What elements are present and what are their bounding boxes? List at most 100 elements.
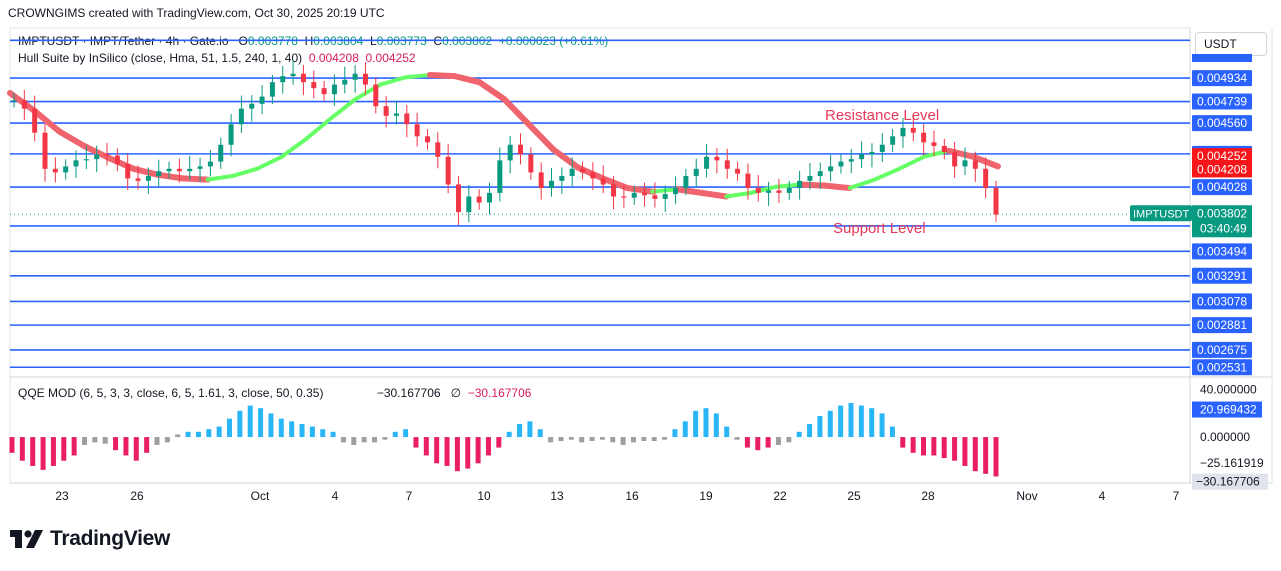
candle[interactable]	[528, 147, 534, 180]
candle[interactable]	[735, 161, 741, 181]
candle[interactable]	[704, 143, 710, 178]
candle[interactable]	[207, 150, 213, 177]
candle[interactable]	[156, 159, 162, 187]
candle[interactable]	[300, 65, 306, 96]
candle[interactable]	[269, 74, 275, 104]
candle[interactable]	[786, 180, 792, 201]
candle[interactable]	[993, 180, 999, 222]
candle[interactable]	[900, 117, 906, 148]
candle[interactable]	[910, 114, 916, 142]
candle[interactable]	[94, 145, 100, 173]
hull-name[interactable]: Hull Suite by InSilico (close, Hma, 51, …	[18, 51, 303, 65]
candle[interactable]	[952, 141, 958, 178]
candle[interactable]	[373, 77, 379, 114]
candle[interactable]	[931, 130, 937, 157]
candle[interactable]	[331, 74, 337, 106]
candle[interactable]	[383, 96, 389, 128]
candle[interactable]	[104, 142, 110, 166]
candle[interactable]	[859, 141, 865, 168]
candle[interactable]	[962, 147, 968, 176]
candle[interactable]	[714, 148, 720, 174]
candle[interactable]	[52, 157, 58, 183]
candle[interactable]	[817, 162, 823, 190]
candle[interactable]	[807, 163, 813, 190]
candle[interactable]	[280, 66, 286, 94]
candle[interactable]	[569, 157, 575, 187]
candle[interactable]	[766, 181, 772, 206]
candle[interactable]	[486, 182, 492, 215]
candle[interactable]	[611, 175, 617, 210]
candle[interactable]	[342, 66, 348, 94]
candle[interactable]	[972, 151, 978, 182]
candle[interactable]	[590, 162, 596, 190]
candle[interactable]	[497, 147, 503, 202]
candle[interactable]	[166, 161, 172, 179]
candle[interactable]	[538, 162, 544, 200]
candle[interactable]	[466, 184, 472, 223]
candle[interactable]	[218, 137, 224, 169]
candle[interactable]	[828, 154, 834, 182]
candle[interactable]	[559, 167, 565, 194]
candle[interactable]	[311, 70, 317, 99]
candle[interactable]	[600, 165, 606, 194]
candle[interactable]	[642, 182, 648, 207]
candle[interactable]	[745, 163, 751, 200]
candle[interactable]	[890, 129, 896, 152]
candle[interactable]	[507, 136, 513, 174]
candle[interactable]	[404, 104, 410, 138]
candle[interactable]	[848, 149, 854, 174]
candle[interactable]	[228, 114, 234, 157]
candle[interactable]	[549, 167, 555, 197]
candle[interactable]	[776, 178, 782, 203]
candle[interactable]	[42, 124, 48, 182]
candle[interactable]	[476, 189, 482, 210]
candle[interactable]	[631, 185, 637, 205]
candle[interactable]	[393, 100, 399, 125]
candle[interactable]	[362, 62, 368, 95]
qqe-name[interactable]: QQE MOD (6, 5, 3, 3, close, 6, 5, 1.61, …	[18, 386, 324, 400]
candle[interactable]	[73, 150, 79, 178]
candle[interactable]	[755, 175, 761, 202]
candle[interactable]	[176, 158, 182, 183]
candle[interactable]	[445, 143, 451, 194]
candle[interactable]	[135, 165, 141, 190]
candle[interactable]	[435, 132, 441, 169]
candle[interactable]	[21, 90, 27, 121]
candle[interactable]	[290, 60, 296, 85]
candle[interactable]	[259, 85, 265, 114]
candle[interactable]	[11, 92, 17, 108]
candle[interactable]	[321, 80, 327, 102]
candle[interactable]	[869, 143, 875, 168]
candle[interactable]	[238, 95, 244, 133]
candle[interactable]	[683, 168, 689, 196]
candle[interactable]	[693, 158, 699, 188]
candle[interactable]	[838, 154, 844, 174]
candle[interactable]	[414, 112, 420, 147]
candle[interactable]	[621, 184, 627, 208]
candle[interactable]	[724, 148, 730, 179]
candle[interactable]	[518, 133, 524, 165]
candle[interactable]	[580, 161, 586, 180]
candle[interactable]	[879, 133, 885, 163]
candle[interactable]	[187, 155, 193, 180]
candle[interactable]	[797, 170, 803, 200]
candle[interactable]	[83, 146, 89, 170]
candle[interactable]	[941, 138, 947, 160]
candle[interactable]	[352, 65, 358, 93]
candle[interactable]	[455, 175, 461, 226]
candle[interactable]	[197, 157, 203, 182]
candle[interactable]	[32, 95, 38, 142]
candle[interactable]	[145, 167, 151, 194]
candle[interactable]	[921, 124, 927, 156]
candle[interactable]	[983, 157, 989, 199]
candle[interactable]	[424, 129, 430, 150]
candle[interactable]	[662, 185, 668, 212]
candle[interactable]	[63, 159, 69, 180]
candle[interactable]	[652, 182, 658, 208]
candle[interactable]	[673, 176, 679, 205]
candle[interactable]	[125, 153, 131, 190]
candle[interactable]	[249, 95, 255, 122]
currency-selector[interactable]: USDT	[1195, 32, 1267, 56]
